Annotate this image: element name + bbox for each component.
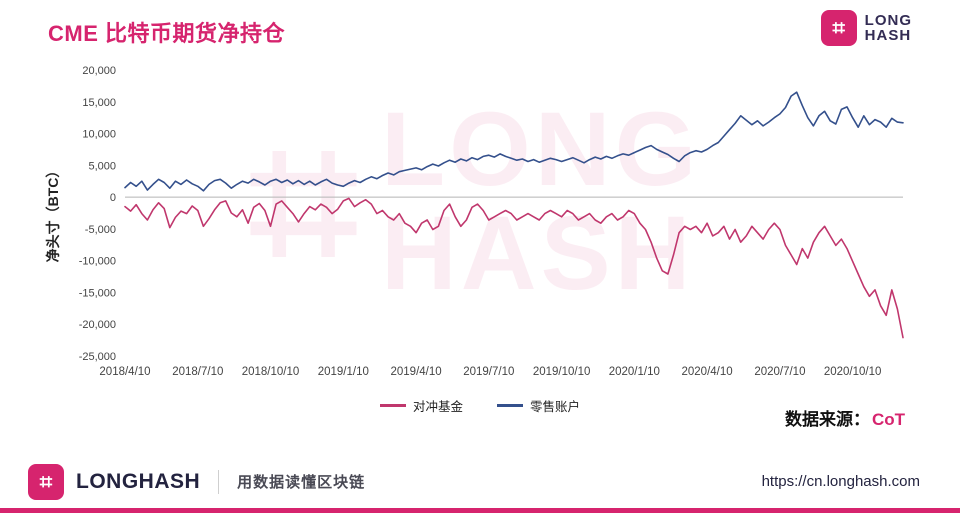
svg-text:2019/10/10: 2019/10/10 — [533, 366, 591, 378]
logo-line-2: HASH — [864, 27, 912, 44]
svg-text:2019/7/10: 2019/7/10 — [463, 366, 514, 378]
hash-icon: ⌗ — [39, 468, 53, 494]
longhash-logo-text: LONG HASH — [865, 13, 912, 43]
svg-text:-20,000: -20,000 — [79, 319, 116, 331]
svg-text:2018/7/10: 2018/7/10 — [172, 366, 223, 378]
svg-text:2018/4/10: 2018/4/10 — [99, 366, 150, 378]
svg-text:2019/1/10: 2019/1/10 — [318, 366, 369, 378]
footer-brand-wordmark: LONGHASH — [76, 469, 201, 493]
footer-brand-group: ⌗ LONGHASH 用数据读懂区块链 — [28, 463, 366, 500]
svg-text:2020/4/10: 2020/4/10 — [682, 366, 733, 378]
footer-divider — [218, 469, 220, 494]
footer-tagline: 用数据读懂区块链 — [237, 474, 366, 491]
legend-label-retail-account: 零售账户 — [530, 400, 581, 414]
svg-text:-10,000: -10,000 — [79, 256, 116, 268]
svg-text:-5,000: -5,000 — [85, 224, 116, 236]
svg-text:15,000: 15,000 — [82, 97, 116, 109]
svg-text:-15,000: -15,000 — [79, 287, 116, 299]
logo-line-1: LONG — [864, 12, 912, 29]
chart-legend: 对冲基金 零售账户 — [0, 396, 960, 415]
svg-text:2020/1/10: 2020/1/10 — [609, 366, 660, 378]
legend-item-retail-account: 零售账户 — [497, 396, 580, 415]
footer-url: https://cn.longhash.com — [761, 473, 920, 490]
svg-text:5,000: 5,000 — [88, 160, 116, 172]
page-title: CME 比特币期货净持仓 — [48, 21, 286, 46]
svg-text:2020/10/10: 2020/10/10 — [824, 366, 882, 378]
svg-text:净头寸（BTC）: 净头寸（BTC） — [45, 164, 61, 263]
longhash-logo: ⌗ LONG HASH — [820, 10, 912, 46]
svg-text:10,000: 10,000 — [82, 129, 116, 141]
data-source-value: CoT — [871, 410, 905, 429]
legend-swatch-retail-account — [497, 404, 523, 407]
hash-icon: ⌗ — [832, 15, 845, 40]
svg-text:2020/7/10: 2020/7/10 — [754, 366, 805, 378]
line-chart: 20,000 15,000 10,000 5,000 0 -5,000 -10,000 -15… — [45, 65, 904, 378]
data-source: 数据来源： CoT — [785, 405, 905, 430]
svg-text:-25,000: -25,000 — [79, 351, 116, 363]
data-source-label: 数据来源： — [784, 410, 870, 429]
svg-text:20,000: 20,000 — [82, 65, 116, 77]
svg-text:2019/4/10: 2019/4/10 — [391, 366, 442, 378]
legend-label-hedge-fund: 对冲基金 — [412, 400, 463, 414]
longhash-logo-icon: ⌗ — [820, 10, 857, 46]
svg-text:2018/10/10: 2018/10/10 — [242, 366, 300, 378]
footer: ⌗ LONGHASH 用数据读懂区块链 https://cn.longhash.… — [0, 455, 960, 513]
legend-swatch-hedge-fund — [379, 404, 406, 407]
legend-item-hedge-fund: 对冲基金 — [379, 396, 463, 415]
svg-text:0: 0 — [110, 192, 116, 204]
chart-area: ⌗ LONG HASH 20,000 15,000 10,000 5,000 0 -5,0… — [0, 58, 960, 388]
longhash-footer-logo-icon: ⌗ — [28, 463, 64, 500]
